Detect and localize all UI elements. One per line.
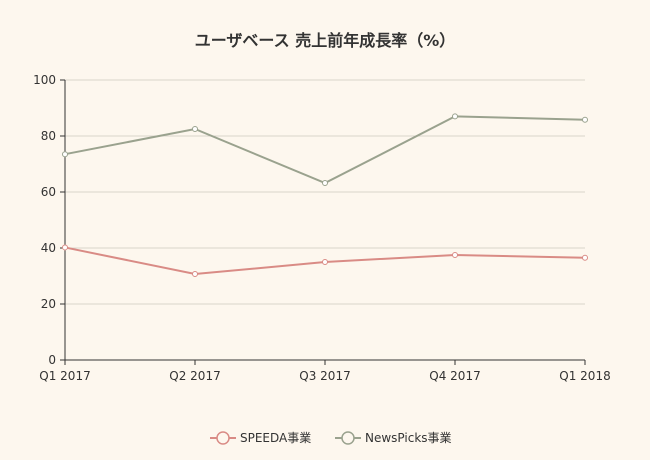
legend-label: SPEEDA事業	[240, 431, 311, 445]
x-axis-ticks: Q1 2017 Q2 2017 Q3 2017 Q4 2017 Q1 2018	[39, 360, 611, 383]
data-point	[62, 244, 68, 251]
legend-label: NewsPicks事業	[365, 431, 452, 445]
data-point	[62, 151, 68, 158]
y-tick-label: 40	[41, 241, 56, 255]
x-tick-label: Q1 2017	[39, 369, 90, 383]
y-tick-label: 20	[41, 297, 56, 311]
chart-title: ユーザベース 売上前年成長率（%）	[195, 31, 455, 50]
data-point	[322, 259, 328, 265]
legend-item[interactable]: NewsPicks事業	[335, 431, 452, 445]
data-point	[192, 271, 198, 278]
x-tick-label: Q1 2018	[559, 369, 610, 383]
x-tick-label: Q3 2017	[299, 369, 350, 383]
series-lines	[62, 113, 588, 278]
legend-swatch-marker	[216, 431, 230, 445]
y-tick-label: 60	[41, 185, 56, 199]
axes	[64, 80, 585, 361]
data-point	[322, 180, 328, 187]
x-tick-label: Q4 2017	[429, 369, 480, 383]
legend-item[interactable]: SPEEDA事業	[210, 431, 311, 445]
data-point	[452, 252, 458, 258]
data-point	[582, 116, 588, 123]
y-tick-label: 100	[33, 73, 56, 87]
y-tick-label: 80	[41, 129, 56, 143]
series-line	[64, 115, 586, 185]
x-tick-label: Q2 2017	[169, 369, 220, 383]
data-point	[192, 126, 198, 132]
grid-lines	[65, 79, 585, 305]
data-point	[582, 254, 588, 261]
legend-swatch-marker	[341, 431, 355, 445]
y-axis-ticks: 0 20 40 60 80 100	[33, 73, 65, 367]
y-tick-label: 0	[48, 353, 56, 367]
legend[interactable]: SPEEDA事業 NewsPicks事業	[210, 431, 452, 445]
data-point	[452, 113, 458, 120]
